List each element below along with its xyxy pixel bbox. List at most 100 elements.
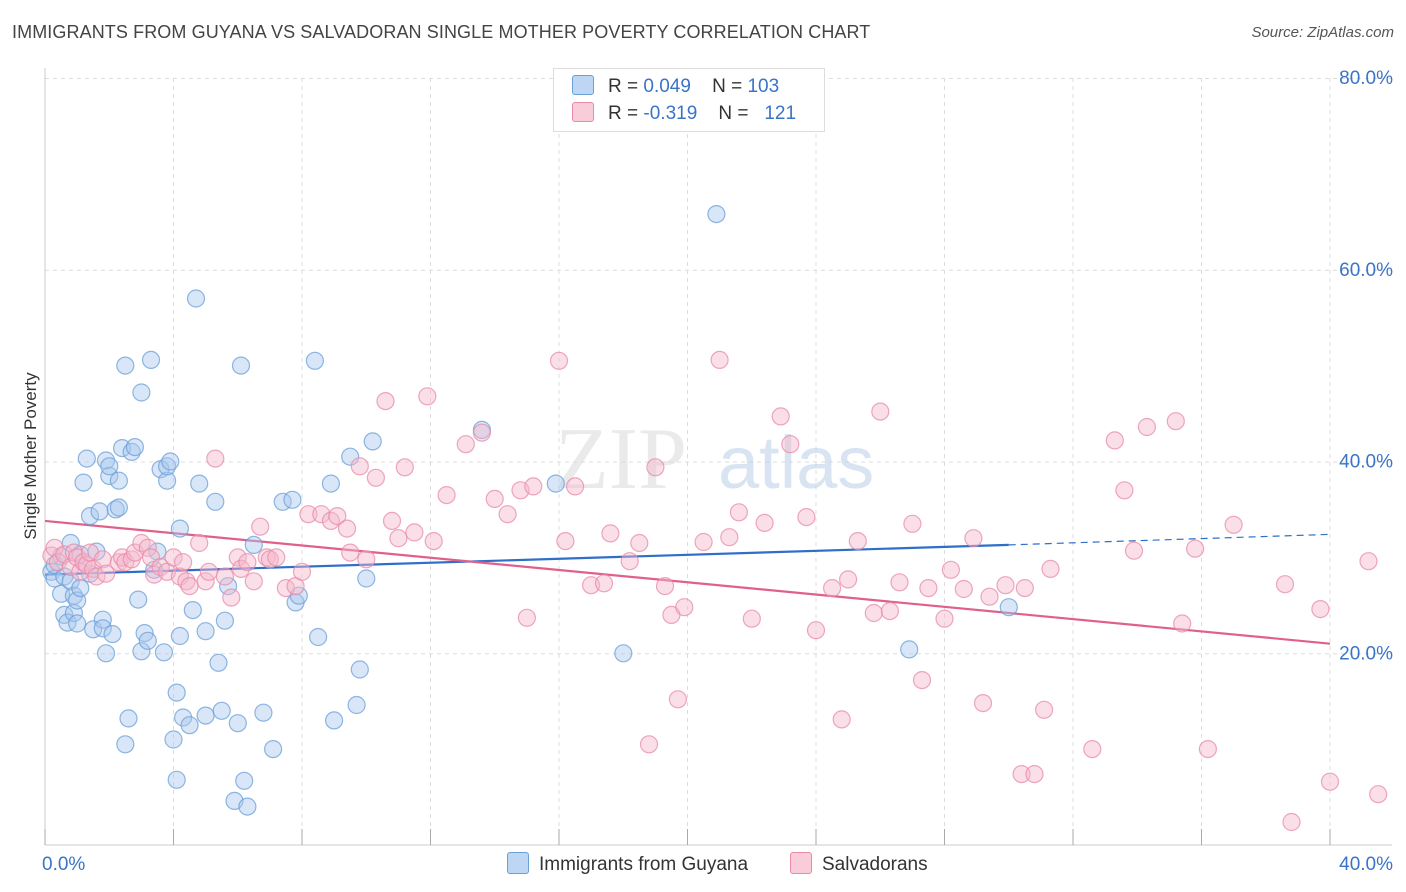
guyana-point — [235, 771, 254, 790]
guyana-point — [167, 770, 186, 789]
salvadoran-point — [312, 505, 331, 524]
guyana-point — [209, 653, 228, 672]
salvadoran-point — [675, 598, 694, 617]
salvadoran-point — [389, 529, 408, 548]
gridlines — [45, 78, 1392, 845]
legend-n-label: N = — [718, 103, 749, 124]
guyana-point — [164, 730, 183, 749]
salvadoran-point — [630, 533, 649, 553]
salvadoran-point — [337, 519, 357, 538]
guyana-point — [112, 439, 132, 458]
salvadoran-point — [1198, 739, 1218, 759]
salvadoran-point — [260, 550, 279, 569]
salvadoran-point — [880, 601, 900, 621]
guyana-point — [58, 613, 77, 632]
guyana-point — [125, 438, 144, 457]
guyana-point — [129, 590, 148, 609]
salvadoran-point — [1224, 515, 1243, 534]
salvadoran-point — [980, 587, 999, 606]
salvadoran-point — [729, 503, 749, 522]
legend-r-label: R = — [608, 76, 639, 97]
guyana-point — [190, 474, 209, 493]
salvadoran-point — [639, 735, 659, 754]
salvadoran-point — [755, 513, 774, 533]
salvadoran-point — [1041, 559, 1060, 579]
salvadoran-point — [64, 543, 84, 562]
salvadoran-point — [594, 574, 614, 593]
legend: R = 0.049 N = 103 R = -0.319 N = 121 — [553, 68, 825, 132]
salvadoran-point — [890, 573, 909, 592]
salvadoran-point — [871, 402, 890, 421]
salvadoran-point — [742, 609, 761, 628]
guyana-point — [231, 356, 251, 375]
salvadoran-point — [472, 423, 491, 442]
guyana-point — [614, 644, 633, 663]
salvadoran-point — [832, 710, 851, 729]
salvadoran-point — [1166, 412, 1185, 431]
salvadoran-point — [1137, 417, 1157, 437]
salvadoran-point — [498, 505, 517, 524]
salvadoran-point — [781, 435, 800, 454]
guyana-point — [264, 739, 283, 759]
axes — [44, 68, 1392, 846]
salvadoran-point — [174, 553, 193, 572]
salvadoran-point — [1173, 614, 1192, 633]
guyana-point — [96, 644, 116, 663]
legend-row-salvadorans: R = -0.319 N = 121 — [572, 102, 796, 126]
salvadoran-point — [190, 533, 209, 553]
guyana-point — [158, 457, 177, 476]
guyana-point — [363, 432, 382, 451]
guyana-point — [132, 642, 151, 661]
guyana-point — [96, 451, 116, 470]
guyana-point — [119, 709, 138, 728]
salvadoran-point — [524, 477, 543, 496]
salvadoran-point — [231, 559, 251, 579]
guyana-point — [309, 627, 328, 647]
y-tick-label: 80.0% — [1339, 68, 1393, 89]
legend-r-value: -0.319 — [643, 103, 698, 124]
salvadoran-point — [1185, 539, 1205, 558]
salvadoran-point — [251, 517, 270, 536]
salvadoran-point — [1034, 700, 1054, 719]
salvadoran-point — [199, 562, 218, 581]
guyana-point — [321, 474, 340, 493]
salvadoran-point — [1359, 552, 1378, 571]
series-salvadorans-points — [42, 350, 1388, 832]
salvadoran-point — [341, 543, 360, 562]
y-axis-label: Single Mother Poverty — [21, 372, 40, 540]
salvadoran-point — [838, 570, 858, 589]
legend-swatch-pink — [572, 102, 594, 122]
salvadoran-point — [720, 528, 739, 547]
y-tick-label: 40.0% — [1339, 452, 1393, 473]
x-tick-label: 40.0% — [1339, 854, 1393, 875]
legend-r-label: R = — [608, 103, 639, 124]
bottom-legend-swatch-blue — [507, 852, 529, 874]
salvadoran-point — [1369, 785, 1388, 804]
salvadoran-point — [424, 531, 443, 551]
salvadoran-point — [1025, 764, 1044, 784]
salvadoran-point — [456, 435, 475, 454]
guyana-point — [116, 356, 135, 375]
tick-labels: 20.0% 40.0% 60.0% 80.0% 0.0% 40.0% — [42, 68, 1393, 875]
guyana-point — [357, 569, 376, 588]
salvadoran-point — [1275, 575, 1295, 594]
watermark-atlas: atlas — [718, 421, 874, 504]
guyana-point — [67, 614, 87, 633]
salvadoran-point — [655, 576, 675, 596]
salvadoran-point — [668, 690, 688, 709]
salvadoran-point — [418, 387, 437, 406]
salvadoran-point — [164, 548, 183, 567]
salvadoran-point — [973, 693, 993, 713]
guyana-point — [170, 626, 189, 646]
guyana-point — [244, 535, 263, 555]
guyana-point — [167, 683, 186, 702]
salvadoran-point — [215, 567, 234, 586]
salvadoran-point — [405, 523, 424, 542]
salvadoran-point — [328, 506, 347, 526]
guyana-point — [254, 703, 273, 722]
guyana-point — [206, 492, 225, 511]
legend-n-value: 103 — [747, 76, 780, 97]
salvadoran-point — [954, 579, 973, 599]
guyana-point — [141, 350, 161, 369]
guyana-point — [196, 706, 215, 725]
